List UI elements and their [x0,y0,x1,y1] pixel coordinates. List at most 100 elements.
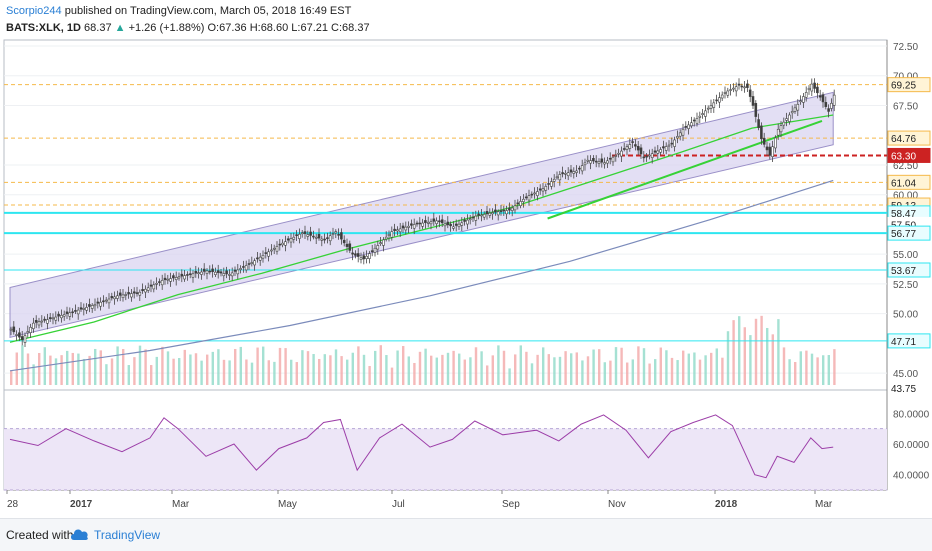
volume-bar [418,351,422,385]
candle-body [586,159,590,162]
volume-bar [816,357,819,385]
volume-bar [581,360,584,385]
volume-bar [228,360,231,385]
candle-body [247,263,251,265]
candle-body [48,317,52,320]
volume-bar [262,346,265,385]
candle-body [449,223,452,227]
volume-bar [178,358,181,385]
candle-body [620,150,623,157]
volume-bar [502,350,506,385]
volume-bar [609,360,612,385]
candle-body [746,83,749,88]
volume-bar [547,354,550,385]
candle-body [460,222,464,226]
volume-bar [738,316,741,385]
candle-body [331,233,335,235]
price-label: 58.47 [891,209,916,220]
volume-bar [631,359,634,385]
volume-bar [222,359,226,385]
low-value: L:67.21 [291,22,328,34]
candle-body [359,257,363,260]
candle-body [606,160,609,164]
price-chart[interactable]: 72.5070.0067.5062.5060.0055.0052.5050.00… [0,38,932,518]
volume-bar [833,349,836,385]
candle-body [757,119,760,128]
candle-body [214,271,217,275]
price-label-box [887,262,931,278]
time-tick-label: May [278,499,297,510]
candle-body [211,268,214,273]
candle-body [230,272,234,277]
candle-body [68,312,72,317]
candle-body [79,307,83,310]
volume-bar [659,347,662,385]
candle-body [690,122,693,127]
candle-body [614,155,618,157]
candle-body [261,255,265,259]
volume-bar [726,331,730,385]
candle-body [594,160,598,163]
volume-bar [200,360,203,385]
candle-body [670,142,674,145]
tradingview-brand-link[interactable]: TradingView [94,528,161,542]
candle-body [505,210,508,215]
volume-bar [32,364,35,385]
symbol-label[interactable]: BATS:XLK, 1D [6,22,81,34]
price-tick-label: 67.50 [893,101,918,112]
volume-bar [368,365,371,385]
candle-body [149,284,153,287]
price-tick-label: 55.00 [893,250,918,261]
rsi-tick-label: 80.0000 [893,409,930,420]
candle-body [51,317,55,320]
candle-body [96,301,100,304]
candle-body [328,235,332,242]
price-tick-label: 60.00 [893,191,918,202]
price-label-box [887,333,931,349]
candle-body [494,209,497,213]
candle-body [396,229,399,232]
candle-body [250,262,254,264]
candle-body [309,231,312,236]
candle-body [138,291,142,296]
candle-body [709,105,713,109]
candle-body [802,96,805,103]
time-tick-label: Mar [172,499,190,510]
volume-bar [155,356,158,385]
volume-bar [530,363,534,385]
candle-body [440,219,444,224]
volume-bar [732,320,735,385]
candle-body [790,111,794,114]
candle-body [729,89,732,91]
volume-bar [620,347,623,385]
candle-body [471,216,475,219]
time-tick-label: 2018 [715,499,738,510]
candle-body [706,107,710,110]
author-link[interactable]: Scorpio244 [6,5,62,17]
candle-body [312,235,315,238]
chart-overlays [4,84,887,372]
candle-body [183,275,186,280]
candle-body [340,232,343,240]
candle-body [362,255,366,260]
footer-bar: Created with TradingView [0,518,932,551]
candle-body [18,332,21,338]
tradingview-cloud-icon[interactable] [70,525,90,543]
volume-bar [105,364,108,385]
candle-body [415,222,419,225]
candle-body [575,170,578,173]
volume-bar [54,358,58,385]
candle-body [788,114,791,122]
candle-body [779,125,783,133]
candle-body [326,237,329,239]
volume-bar [598,349,601,385]
rsi-band [4,428,887,490]
candle-body [726,90,730,96]
candle-body [71,311,74,314]
rsi-line [9,414,834,479]
candle-body [480,214,483,217]
volume-bar [116,346,119,385]
volume-bar [77,353,80,385]
volume-bar [10,371,13,385]
candle-body [32,322,35,329]
